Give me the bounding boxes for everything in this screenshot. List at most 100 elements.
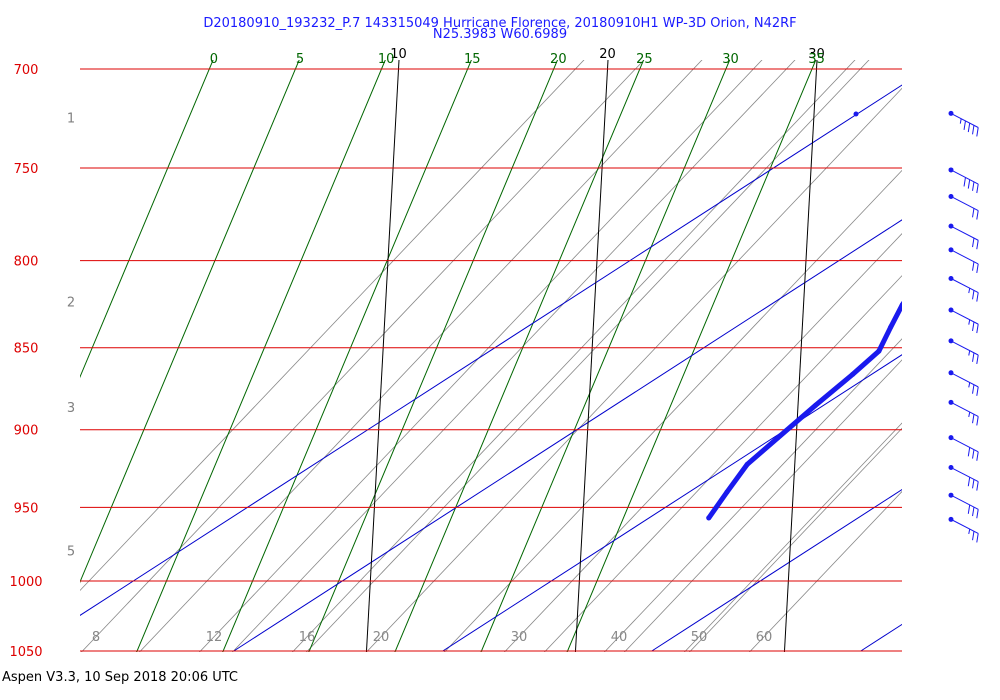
wind-barb-half-6 xyxy=(968,319,971,325)
wind-barb-flag-8-5 xyxy=(972,384,975,394)
mixing-ratio-line-60-0 xyxy=(688,427,902,652)
mixing-ratio-line-60-1 xyxy=(748,490,902,652)
wind-barb-1 xyxy=(948,167,979,194)
wind-barb-staff-3 xyxy=(950,225,979,241)
wind-barb-10 xyxy=(948,435,979,461)
mixing-ratio-line-40-0 xyxy=(543,275,902,652)
wind-barb-staff-11 xyxy=(950,467,979,483)
dewpoint-point-13 xyxy=(706,515,712,521)
wind-barb-flag-1-15 xyxy=(963,177,966,187)
wind-barb-6 xyxy=(948,307,979,334)
mixing-ratio-line-30-1 xyxy=(503,233,902,652)
wind-barb-staff-13 xyxy=(950,518,979,534)
moist-adiabat-line-25 xyxy=(394,60,645,652)
dewpoint-point-2 xyxy=(952,231,957,236)
mixing-ratio-line-8-1 xyxy=(80,60,645,652)
temperature-point-4 xyxy=(978,203,983,208)
moist-adiabat-label-0: 0 xyxy=(210,52,218,67)
wind-barb-half-9 xyxy=(968,411,971,418)
wind-barb-flag-11-10 xyxy=(967,477,971,487)
mixing-ratio-line-20-1 xyxy=(365,87,902,652)
dry-adiabat-line-extra-0 xyxy=(80,84,902,616)
wind-barb-flag-12-10 xyxy=(967,504,971,514)
wind-barb-flag-5-5 xyxy=(972,290,975,300)
moist-adiabat-label-20: 20 xyxy=(550,52,567,67)
wind-barb-half-0 xyxy=(959,118,962,124)
wind-barb-flag-10-0 xyxy=(976,451,979,461)
wind-barb-flag-12-5 xyxy=(972,507,975,517)
wind-barb-dot-0 xyxy=(948,110,954,116)
wind-barb-5 xyxy=(948,276,979,302)
wind-barb-staff-8 xyxy=(950,372,979,388)
wind-barb-staff-10 xyxy=(950,437,979,453)
wind-barb-flag-3-5 xyxy=(972,237,975,248)
mixing-ratio-label-20: 20 xyxy=(373,630,390,645)
mixing-ratio-line-12-0 xyxy=(138,60,703,652)
wind-barb-staff-9 xyxy=(950,401,979,417)
mixing-ratio-line-50-1 xyxy=(683,422,902,652)
wind-barb-flag-5-0 xyxy=(976,292,979,302)
wind-barb-flag-10-5 xyxy=(972,449,975,459)
mixing-ratio-line-30-0 xyxy=(443,169,902,652)
wind-barb-dot-11 xyxy=(948,465,954,471)
wind-barb-flag-12-0 xyxy=(976,509,979,519)
wind-barb-staff-0 xyxy=(950,112,979,128)
moist-adiabat-line-0 xyxy=(80,60,214,379)
mixing-ratio-line-20-0 xyxy=(305,60,870,652)
wind-barb-12 xyxy=(948,492,979,519)
wind-barbs xyxy=(948,110,979,543)
pressure-label-950: 950 xyxy=(14,501,39,516)
isotherm-line-20 xyxy=(574,60,609,652)
mixing-ratio-label-50: 50 xyxy=(691,630,708,645)
dry-adiabat-line-0 xyxy=(651,488,902,652)
wind-barb-flag-4-5 xyxy=(972,261,975,271)
footer-version: Aspen V3.3, 10 Sep 2018 20:06 UTC xyxy=(2,670,239,685)
temperature-point-6 xyxy=(947,240,952,245)
wind-barb-half-5 xyxy=(968,288,971,294)
dewpoint-point-11 xyxy=(744,461,750,467)
mixing-ratio-lines xyxy=(80,60,902,652)
dewpoint-isolated-point xyxy=(853,111,859,117)
moist-adiabat-line-20 xyxy=(308,60,559,652)
isotherms xyxy=(365,60,818,652)
wind-barb-dot-4 xyxy=(948,247,954,253)
pressure-label-800: 800 xyxy=(14,255,39,270)
moist-adiabats xyxy=(80,60,817,652)
mixing-ratio-label-40: 40 xyxy=(611,630,628,645)
pressure-label-700: 700 xyxy=(14,63,39,78)
mixing-ratio-label-8: 8 xyxy=(92,630,100,645)
moist-adiabat-line-5 xyxy=(80,60,300,584)
wind-barb-flag-13-5 xyxy=(972,531,975,541)
wind-barb-dot-9 xyxy=(948,399,954,405)
moist-adiabat-label-15: 15 xyxy=(464,52,481,67)
dewpoint-point-3 xyxy=(931,258,936,263)
isotherm-label-10: 10 xyxy=(390,47,407,62)
wind-barb-half-13 xyxy=(968,528,971,535)
wind-barb-flag-2-0 xyxy=(976,210,979,220)
mixing-ratio-label-30: 30 xyxy=(511,630,528,645)
pressure-label-1000: 1000 xyxy=(9,575,42,590)
mixing-ratio-label-12: 12 xyxy=(206,630,223,645)
wind-barb-11 xyxy=(948,465,979,491)
isotherm-line-30 xyxy=(783,60,818,652)
wind-barb-staff-2 xyxy=(950,196,979,211)
isotherm-line-10 xyxy=(365,60,400,652)
wind-barb-flag-6-5 xyxy=(972,321,975,331)
wind-barb-flag-10-10 xyxy=(967,447,971,457)
dewpoint-point-12 xyxy=(724,489,730,495)
height-label-2: 2 xyxy=(67,295,75,310)
wind-barb-9 xyxy=(948,399,979,426)
wind-barb-flag-6-0 xyxy=(976,324,979,334)
dewpoint-point-4 xyxy=(918,276,923,281)
temperature-point-5 xyxy=(965,218,970,223)
dry-adiabat-line--10 xyxy=(442,354,902,652)
dewpoint-point-10 xyxy=(775,435,781,441)
profile-traces xyxy=(706,111,983,521)
wind-barb-flag-4-0 xyxy=(976,263,979,273)
wind-barb-flag-9-5 xyxy=(972,414,975,424)
mixing-ratio-line-16-0 xyxy=(231,60,796,652)
wind-barb-staff-12 xyxy=(950,494,979,510)
pressure-label-750: 750 xyxy=(14,162,39,177)
wind-barb-flag-11-5 xyxy=(972,479,975,489)
